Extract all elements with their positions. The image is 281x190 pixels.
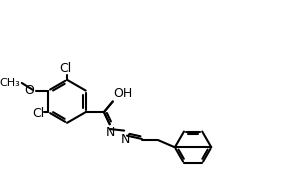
Text: O: O <box>24 84 35 97</box>
Text: CH₃: CH₃ <box>0 78 21 88</box>
Text: N: N <box>106 126 115 139</box>
Text: N: N <box>121 133 130 146</box>
Text: Cl: Cl <box>60 62 72 75</box>
Text: Cl: Cl <box>32 107 45 120</box>
Text: OH: OH <box>113 87 133 100</box>
